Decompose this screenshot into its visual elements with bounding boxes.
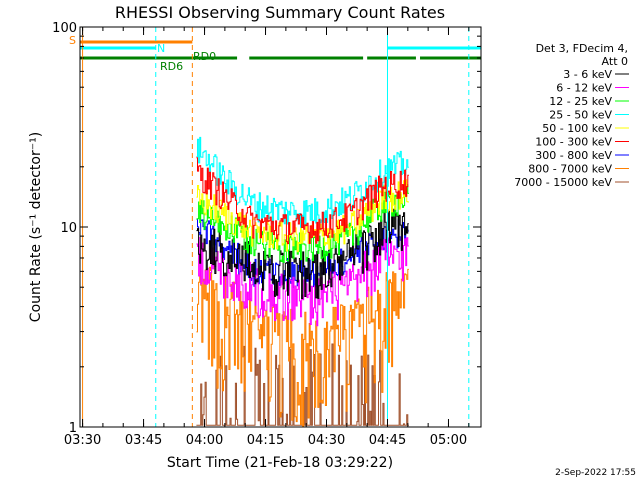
y-tick-label: 10 — [60, 221, 77, 236]
status-label: RD6 — [160, 60, 183, 73]
y-tick-label: 1 — [69, 421, 77, 436]
x-tick-label: 04:00 — [186, 433, 223, 448]
y-tick-label: 100 — [52, 21, 77, 36]
y-axis-title: Count Rate (s⁻¹ detector⁻¹) — [28, 132, 44, 322]
legend-entry-label: 100 - 300 keV — [535, 136, 612, 149]
x-tick-label: 04:15 — [247, 433, 284, 448]
legend-header-line: Det 3, FDecim 4, — [536, 42, 628, 55]
x-tick-label: 03:30 — [64, 433, 101, 448]
legend-entry-label: 300 - 800 keV — [535, 149, 612, 162]
legend-entry-label: 7000 - 15000 keV — [514, 176, 612, 189]
traces — [196, 136, 409, 428]
status-label: RD0 — [193, 50, 216, 63]
chart-title: RHESSI Observing Summary Count Rates — [115, 3, 445, 22]
x-tick-label: 04:45 — [369, 433, 406, 448]
series-trace — [196, 343, 409, 426]
series-trace — [196, 157, 409, 245]
plot-clip: S N RD6 RD0 — [69, 27, 481, 428]
status-label: S — [69, 34, 76, 47]
legend-entry-label: 6 - 12 keV — [556, 82, 612, 95]
axes: 03:30 03:45 04:00 04:15 04:30 04:45 05:00 1 10 10… — [52, 21, 481, 448]
x-tick-label: 05:00 — [430, 433, 467, 448]
x-tick-label: 04:30 — [308, 433, 345, 448]
plot-frame — [79, 26, 482, 428]
x-tick-label: 03:45 — [125, 433, 162, 448]
legend-entry-label: 3 - 6 keV — [563, 68, 612, 81]
legend-entry-label: 800 - 7000 keV — [528, 163, 612, 176]
status-label: N — [157, 42, 165, 55]
legend-entry-label: 50 - 100 keV — [542, 122, 612, 135]
status-bars: S N RD6 RD0 — [69, 34, 481, 73]
series-trace — [196, 179, 409, 253]
legend-entry-label: 25 - 50 keV — [549, 109, 612, 122]
legend-header-line: Att 0 — [602, 55, 628, 68]
legend-entry-label: 12 - 25 keV — [549, 95, 612, 108]
x-axis-title: Start Time (21-Feb-18 03:29:22) — [167, 455, 393, 471]
footer-date: 2-Sep-2022 17:55 — [555, 468, 636, 478]
series-trace — [196, 208, 409, 299]
